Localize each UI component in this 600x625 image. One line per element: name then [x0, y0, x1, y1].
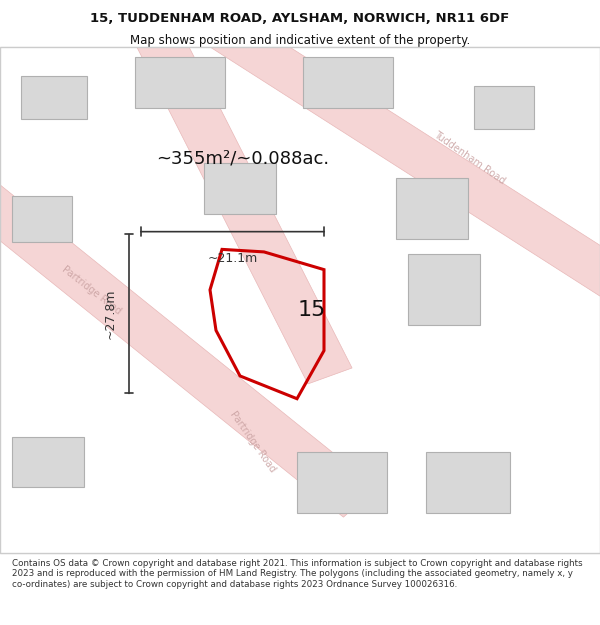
Bar	[396, 179, 468, 239]
Bar	[408, 254, 480, 325]
Bar	[21, 76, 87, 119]
Bar	[12, 437, 84, 488]
Bar	[12, 196, 72, 242]
Text: Tuddenham Road: Tuddenham Road	[432, 130, 507, 187]
Bar	[135, 57, 225, 108]
Bar	[204, 163, 276, 214]
Text: ~355m²/~0.088ac.: ~355m²/~0.088ac.	[156, 149, 329, 168]
Text: ~27.8m: ~27.8m	[104, 289, 117, 339]
Bar	[303, 57, 393, 108]
Bar	[426, 452, 510, 512]
Polygon shape	[0, 174, 377, 517]
Text: 15, TUDDENHAM ROAD, AYLSHAM, NORWICH, NR11 6DF: 15, TUDDENHAM ROAD, AYLSHAM, NORWICH, NR…	[91, 12, 509, 25]
Bar	[297, 452, 387, 512]
Polygon shape	[128, 14, 352, 384]
Text: 15: 15	[298, 300, 326, 320]
Bar	[474, 86, 534, 129]
Text: Map shows position and indicative extent of the property.: Map shows position and indicative extent…	[130, 34, 470, 47]
Text: ~21.1m: ~21.1m	[208, 252, 257, 265]
Polygon shape	[196, 6, 600, 306]
Text: Contains OS data © Crown copyright and database right 2021. This information is : Contains OS data © Crown copyright and d…	[12, 559, 583, 589]
Text: Partridge Road: Partridge Road	[228, 409, 278, 474]
Text: Partridge Road: Partridge Road	[60, 264, 123, 316]
